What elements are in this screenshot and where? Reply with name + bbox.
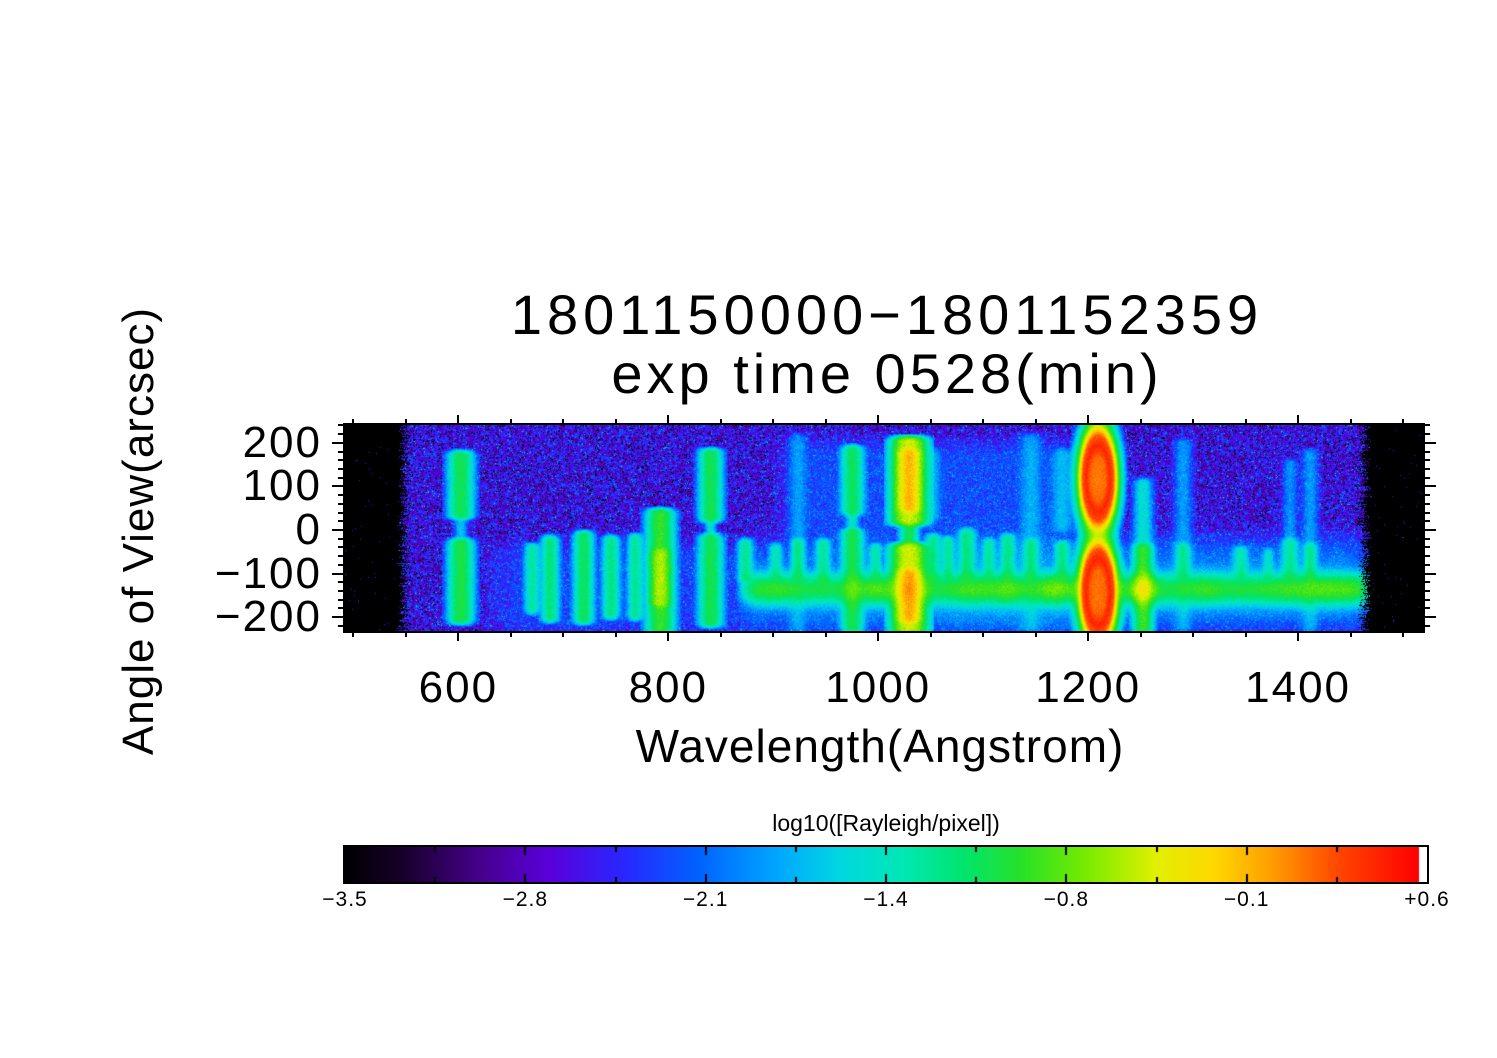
x-axis-tick-label: 600 [418, 663, 499, 712]
y-axis-minor-tick [1425, 599, 1430, 601]
colorbar-tick-label: −1.4 [863, 888, 909, 911]
y-axis-tick-label: 0 [295, 504, 322, 554]
colorbar-gradient [345, 847, 1427, 882]
x-axis-tick-label: 1400 [1245, 663, 1352, 712]
x-axis-title: Wavelength(Angstrom) [635, 720, 1125, 772]
y-axis-tick-label: −200 [214, 592, 322, 642]
y-axis-minor-tick [1425, 590, 1430, 592]
x-axis-tick-label: 800 [628, 663, 708, 712]
x-axis-minor-tick [1350, 633, 1352, 637]
colorbar-frame [343, 845, 1429, 884]
x-axis-minor-tick [352, 633, 354, 637]
x-axis-minor-tick [1402, 633, 1404, 637]
y-axis-minor-tick [1425, 581, 1430, 583]
x-axis-minor-tick [982, 633, 984, 637]
y-axis-minor-tick [1425, 625, 1430, 627]
x-axis-major-tick [457, 415, 459, 423]
x-axis-major-tick [667, 415, 669, 423]
x-axis-minor-tick [1245, 633, 1247, 637]
x-axis-major-tick [1297, 415, 1299, 423]
y-axis-major-tick [332, 616, 343, 618]
y-axis-minor-tick [1425, 512, 1430, 514]
x-axis-minor-tick [1035, 633, 1037, 637]
y-axis-minor-tick [1425, 607, 1430, 609]
colorbar-tick-label: +0.6 [1404, 888, 1450, 911]
y-axis-tick-label: 100 [242, 461, 322, 511]
y-axis-minor-tick [1425, 494, 1430, 496]
y-axis-minor-tick [1425, 424, 1430, 426]
y-axis-minor-tick [1425, 459, 1430, 461]
x-axis-major-tick [1297, 633, 1299, 641]
y-axis-major-tick [1425, 573, 1436, 575]
x-axis-minor-tick [1140, 633, 1142, 637]
x-axis-tick-label: 1000 [825, 663, 932, 712]
y-axis-major-tick [1425, 485, 1436, 487]
y-axis-minor-tick [1425, 564, 1430, 566]
y-axis-minor-tick [1425, 477, 1430, 479]
y-axis-title: Angle of View(arcsec) [114, 306, 163, 756]
x-axis-tick-label: 1200 [1035, 663, 1142, 712]
x-axis-minor-tick [510, 633, 512, 637]
y-axis-minor-tick [1425, 555, 1430, 557]
colorbar-title: log10([Rayleigh/pixel]) [772, 810, 1000, 836]
colorbar-tick-label: −0.1 [1223, 888, 1270, 911]
plot-subtitle: exp time 0528(min) [611, 342, 1163, 405]
x-axis-major-tick [667, 633, 669, 641]
y-axis-major-tick [332, 442, 343, 444]
y-axis-major-tick [332, 485, 343, 487]
x-axis-minor-tick [825, 633, 827, 637]
y-axis-tick-label: −100 [214, 548, 322, 598]
colorbar-tick-label: −2.8 [502, 888, 549, 911]
x-axis-minor-tick [405, 633, 407, 637]
y-axis-minor-tick [1425, 468, 1430, 470]
y-axis-major-tick [1425, 616, 1436, 618]
y-axis-tick-label: 200 [242, 417, 322, 467]
colorbar-tick-label: −2.1 [682, 888, 729, 911]
y-axis-minor-tick [1425, 451, 1430, 453]
y-axis-minor-tick [1425, 538, 1430, 540]
y-axis-major-tick [1425, 529, 1436, 531]
y-axis-minor-tick [1425, 503, 1430, 505]
x-axis-major-tick [1087, 633, 1089, 641]
y-axis-minor-tick [1425, 433, 1430, 435]
y-axis-major-tick [1425, 442, 1436, 444]
x-axis-minor-tick [1192, 633, 1194, 637]
x-axis-minor-tick [720, 633, 722, 637]
x-axis-major-tick [457, 633, 459, 641]
y-axis-major-tick [332, 529, 343, 531]
x-axis-minor-tick [562, 633, 564, 637]
spectrogram-frame [343, 423, 1425, 633]
y-axis-minor-tick [1425, 520, 1430, 522]
plot-title: 1801150000−1801152359 [510, 283, 1264, 346]
x-axis-major-tick [877, 415, 879, 423]
colorbar-tick-label: −0.8 [1043, 888, 1090, 911]
spectrogram-image [345, 425, 1423, 631]
y-axis-minor-tick [1425, 546, 1430, 548]
y-axis-major-tick [332, 573, 343, 575]
x-axis-major-tick [1087, 415, 1089, 423]
x-axis-minor-tick [615, 633, 617, 637]
x-axis-minor-tick [772, 633, 774, 637]
colorbar-tick-label: −3.5 [322, 888, 368, 911]
x-axis-major-tick [877, 633, 879, 641]
x-axis-minor-tick [930, 633, 932, 637]
